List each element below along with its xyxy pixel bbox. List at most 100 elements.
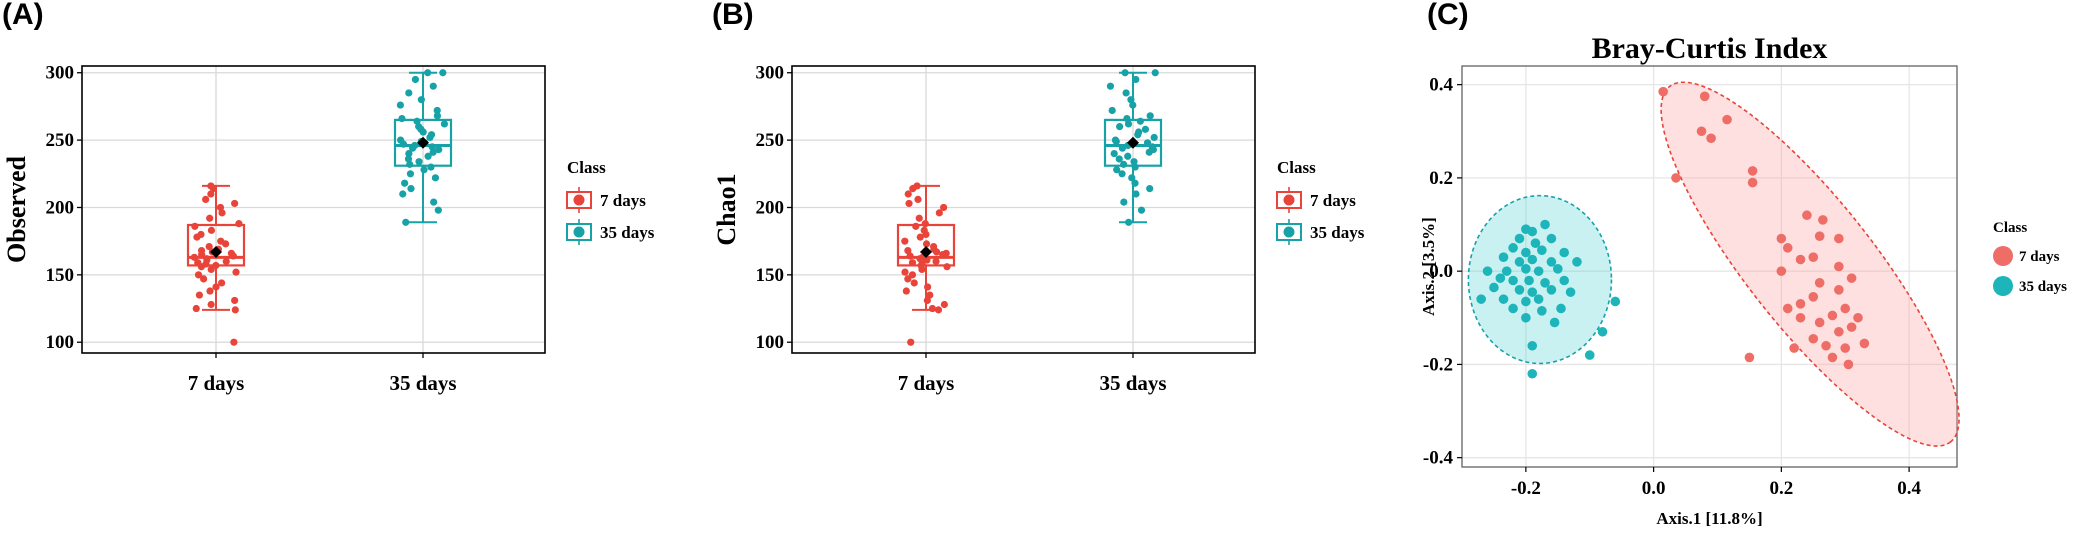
data-point <box>914 195 922 203</box>
data-point <box>1840 343 1851 353</box>
data-point <box>1834 326 1844 337</box>
data-point <box>1565 287 1576 297</box>
x-tick-label: 35 days <box>389 371 456 395</box>
data-point <box>904 275 912 283</box>
data-point <box>1118 170 1126 178</box>
data-point <box>396 101 405 109</box>
data-point <box>1146 112 1154 120</box>
data-point <box>1808 333 1819 344</box>
data-point <box>901 268 909 276</box>
data-point <box>1827 310 1838 321</box>
data-point <box>207 265 215 274</box>
data-point <box>190 253 198 261</box>
data-point <box>1699 91 1710 102</box>
x-tick-label: 0.0 <box>1642 478 1666 499</box>
data-point <box>1814 317 1825 328</box>
data-point <box>1744 352 1755 363</box>
data-point <box>1533 294 1544 304</box>
mean-marker <box>417 136 429 149</box>
data-point <box>1498 294 1509 304</box>
data-point <box>406 170 415 178</box>
data-point <box>427 131 436 139</box>
data-point <box>434 206 442 214</box>
data-point <box>420 166 428 174</box>
y-tick-label: 100 <box>46 332 75 353</box>
data-point <box>1476 294 1486 304</box>
data-point <box>1782 243 1793 253</box>
data-point <box>1776 233 1787 244</box>
data-point <box>1834 285 1844 295</box>
data-point <box>1132 75 1140 84</box>
data-point <box>902 287 910 295</box>
data-point <box>1514 233 1525 244</box>
data-point <box>1696 126 1707 137</box>
y-tick-label: 250 <box>46 130 75 151</box>
data-point <box>191 222 199 230</box>
data-point <box>1128 174 1136 182</box>
data-point <box>1489 282 1499 293</box>
data-point <box>1827 352 1838 363</box>
y-tick-label: 150 <box>46 265 75 286</box>
data-point <box>943 263 951 271</box>
data-point <box>1508 243 1518 253</box>
data-point <box>1597 326 1608 337</box>
data-point <box>399 190 407 198</box>
data-point <box>227 249 235 257</box>
data-point <box>1124 152 1132 160</box>
data-point <box>1556 303 1566 314</box>
data-point <box>1151 69 1159 77</box>
data-point <box>926 291 934 299</box>
data-point <box>197 230 205 239</box>
data-point <box>203 255 211 263</box>
x-tick-label: 7 days <box>898 371 955 395</box>
data-point <box>194 271 203 279</box>
data-point <box>1111 136 1120 144</box>
data-point <box>921 220 929 228</box>
y-tick-label: 300 <box>756 63 785 84</box>
data-point <box>1747 166 1758 176</box>
data-point <box>212 283 220 291</box>
data-point <box>1498 252 1509 262</box>
data-point <box>1135 128 1143 136</box>
data-point <box>942 249 950 257</box>
data-point <box>1795 299 1806 309</box>
data-point <box>430 198 438 206</box>
data-point <box>1508 275 1518 286</box>
data-point <box>192 304 200 313</box>
data-point <box>934 306 943 314</box>
data-point <box>940 300 948 309</box>
data-point <box>202 195 210 203</box>
data-point <box>906 252 914 260</box>
data-point <box>1843 359 1854 370</box>
data-point <box>231 296 239 305</box>
data-point <box>910 279 918 287</box>
data-point <box>1527 287 1538 297</box>
data-point <box>913 182 921 190</box>
y-tick-label: 0.0 <box>1429 261 1453 282</box>
y-axis-label: Observed <box>2 156 31 263</box>
data-point <box>197 246 206 255</box>
data-point <box>1482 266 1493 276</box>
data-point <box>207 226 216 234</box>
legend-key-point <box>1993 246 2013 266</box>
legend-entry: 7 days <box>1310 191 1356 210</box>
legend-title: Class <box>1277 158 1316 177</box>
data-point <box>1540 278 1550 288</box>
confidence-ellipse <box>1467 194 1613 365</box>
y-axis-label: Chao1 <box>712 173 741 245</box>
data-point <box>1116 123 1124 131</box>
data-point <box>405 149 413 158</box>
legend-key-point <box>573 226 585 238</box>
y-tick-label: 0.4 <box>1429 75 1453 96</box>
data-point <box>1671 173 1681 183</box>
legend-entry: 35 days <box>600 223 655 242</box>
plot-frame <box>81 65 546 354</box>
data-point <box>435 145 443 154</box>
data-point <box>1121 69 1129 77</box>
data-point <box>1658 86 1668 97</box>
mean-marker <box>920 245 932 258</box>
data-point <box>413 117 421 125</box>
data-point <box>1120 198 1128 206</box>
data-point <box>440 120 449 128</box>
